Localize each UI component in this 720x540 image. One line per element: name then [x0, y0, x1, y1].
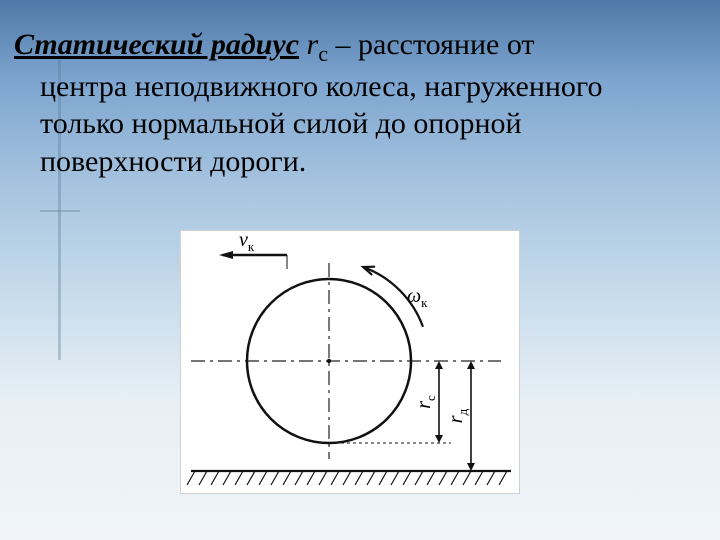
- label-rd: rд: [445, 409, 471, 423]
- definition-paragraph: Статический радиус rс – расстояние от це…: [14, 26, 706, 180]
- para-line-4: поверхности дороги.: [14, 143, 706, 181]
- wheel-diagram: vк ωк rс rд: [180, 230, 520, 494]
- diagram-svg: [181, 231, 521, 495]
- term: Статический радиус: [14, 28, 299, 61]
- label-rc: rс: [413, 395, 439, 409]
- title-line: Статический радиус rс – расстояние от: [14, 26, 706, 68]
- para-line-3: только нормальной силой до опорной: [14, 105, 706, 143]
- label-omega: ωк: [407, 285, 427, 311]
- para-line-2: центра неподвижного колеса, нагруженного: [14, 68, 706, 106]
- label-v: vк: [239, 229, 254, 255]
